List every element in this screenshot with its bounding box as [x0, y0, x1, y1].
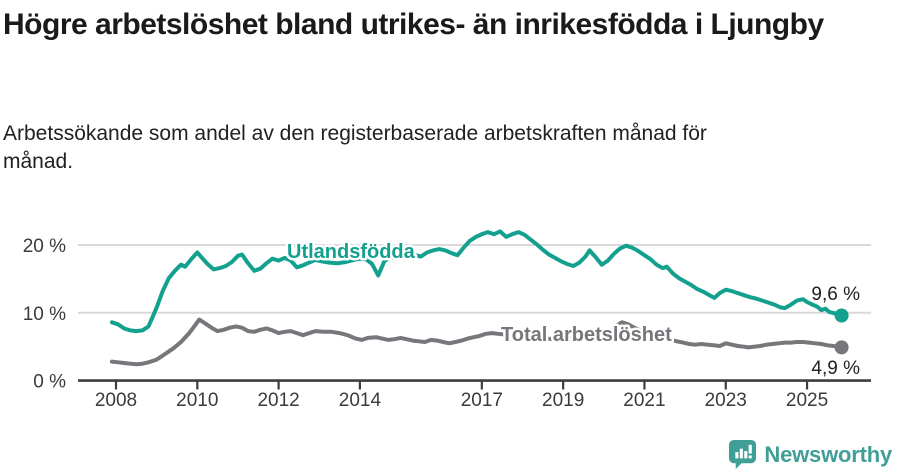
- x-axis-label-2014: 2014: [339, 390, 382, 411]
- x-axis-label-2017: 2017: [461, 390, 503, 411]
- y-axis-label-20: 20 %: [23, 236, 66, 257]
- newsworthy-logo: Newsworthy: [728, 439, 892, 470]
- x-axis-label-2025: 2025: [786, 390, 828, 411]
- series-label-utlandsfodda: Utlandsfödda: [287, 241, 416, 263]
- x-axis-label-2023: 2023: [705, 390, 747, 411]
- chart-title: Högre arbetslöshet bland utrikes- än inr…: [3, 8, 824, 41]
- series-label-total: Total arbetslöshet: [501, 324, 672, 346]
- x-axis-label-2010: 2010: [176, 390, 218, 411]
- series-end-dot-total: [834, 340, 849, 355]
- series-line-utlandsfodda: [109, 229, 844, 334]
- x-axis-label-2019: 2019: [542, 390, 584, 411]
- newsworthy-wordmark: Newsworthy: [764, 441, 892, 467]
- x-axis-label-2008: 2008: [95, 390, 137, 411]
- speech-bubble-bar-chart-icon: [729, 440, 757, 469]
- x-axis-label-2012: 2012: [257, 390, 299, 411]
- y-axis-label-10: 10 %: [23, 304, 66, 325]
- series-line-total: [109, 317, 844, 367]
- y-axis-label-0: 0 %: [33, 372, 66, 393]
- end-value-label-utlandsfodda: 9,6 %: [811, 284, 860, 305]
- x-axis-label-2021: 2021: [623, 390, 665, 411]
- series-end-dot-utlandsfodda: [834, 308, 849, 323]
- end-value-label-total: 4,9 %: [811, 358, 860, 379]
- chart-subtitle: Arbetssökande som andel av den registerb…: [3, 122, 707, 173]
